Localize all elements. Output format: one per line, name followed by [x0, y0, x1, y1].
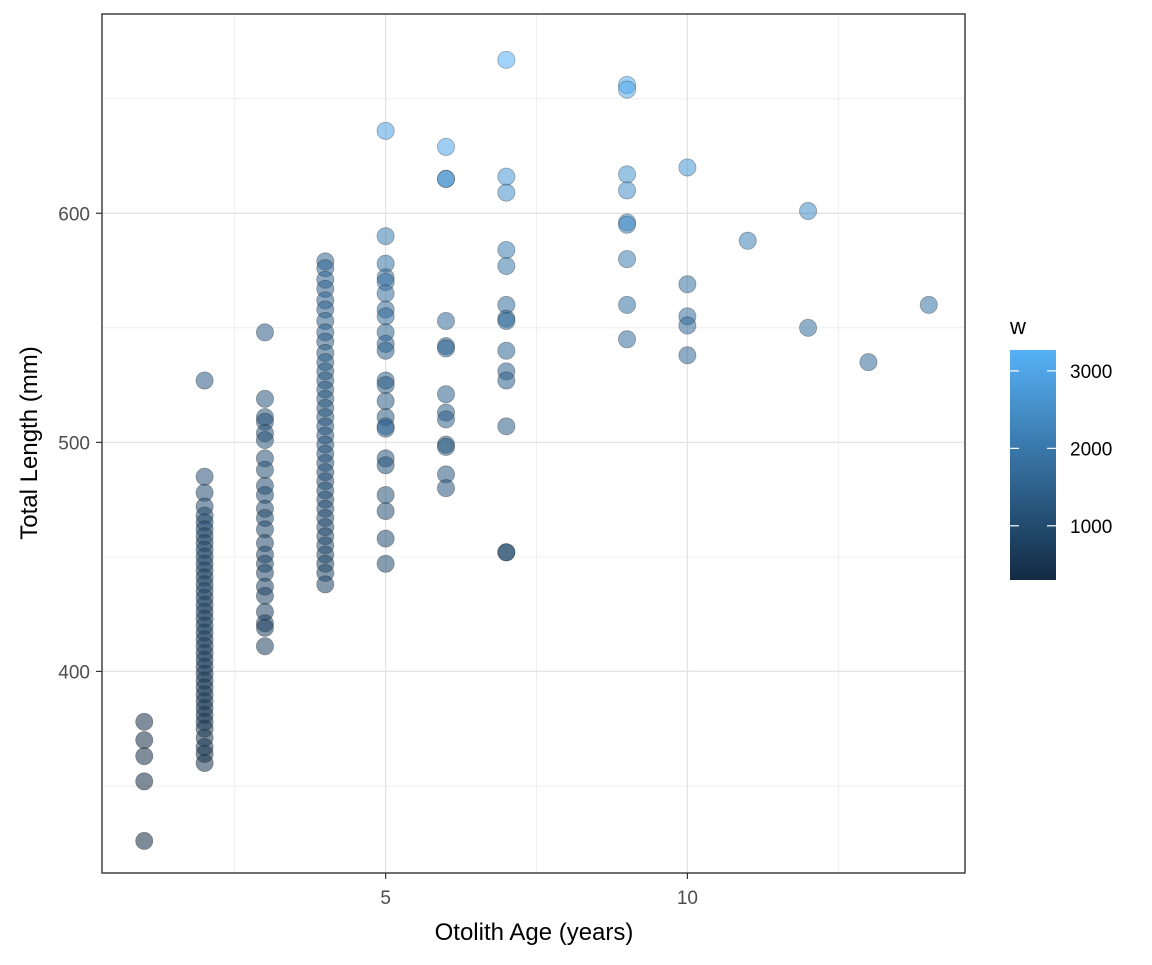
scatter-point [436, 339, 455, 358]
scatter-point [497, 256, 516, 275]
scatter-point [497, 240, 516, 259]
scatter-point [436, 137, 455, 156]
scatter-point [376, 341, 395, 360]
x-tick-label: 10 [677, 888, 698, 909]
scatter-point [255, 618, 274, 637]
scatter-point [497, 341, 516, 360]
scatter-point [436, 169, 455, 188]
scatter-point [135, 747, 154, 766]
points-layer [135, 50, 938, 850]
scatter-point [497, 167, 516, 186]
scatter-point [376, 554, 395, 573]
scatter-point [376, 284, 395, 303]
x-axis-title: Otolith Age (years) [435, 919, 634, 946]
scatter-point [497, 311, 516, 330]
scatter-point [255, 460, 274, 479]
scatter-point [255, 431, 274, 450]
scatter-point [195, 467, 214, 486]
scatter-point [135, 712, 154, 731]
scatter-point [376, 227, 395, 246]
scatter-point [135, 831, 154, 850]
scatter-point [316, 575, 335, 594]
scatter-point [618, 250, 637, 269]
scatter-point [376, 376, 395, 395]
scatter-point [919, 295, 938, 314]
scatter-point [195, 371, 214, 390]
scatter-point [497, 417, 516, 436]
scatter-point [678, 346, 697, 365]
x-axis-ticks: 5 10 [380, 873, 698, 909]
colorbar-tick-label: 1000 [1070, 517, 1112, 538]
scatter-point [678, 158, 697, 177]
scatter-point [255, 323, 274, 342]
colorbar-tick-label: 3000 [1070, 362, 1112, 383]
scatter-point [497, 183, 516, 202]
scatter-point [436, 385, 455, 404]
colorbar-legend: w 1000 2000 3000 [1009, 314, 1112, 580]
scatter-point [799, 201, 818, 220]
scatter-point [678, 316, 697, 335]
scatter-point [738, 231, 757, 250]
scatter-point [195, 754, 214, 773]
panel-border [101, 13, 966, 874]
y-tick-label: 600 [58, 204, 90, 225]
scatter-point [497, 543, 516, 562]
scatter-point [135, 731, 154, 750]
scatter-point [376, 486, 395, 505]
scatter-point [436, 437, 455, 456]
panel-background [102, 14, 965, 873]
y-tick-label: 400 [58, 662, 90, 683]
scatter-point [255, 637, 274, 656]
scatter-point [799, 318, 818, 337]
scatter-point [618, 80, 637, 99]
scatter-point [376, 419, 395, 438]
y-tick-label: 500 [58, 433, 90, 454]
scatter-point [376, 529, 395, 548]
colorbar-tick-label: 2000 [1070, 439, 1112, 460]
scatter-point [135, 772, 154, 791]
scatter-point [436, 479, 455, 498]
scatter-point [436, 410, 455, 429]
colorbar [1010, 350, 1056, 580]
scatter-point [678, 275, 697, 294]
scatter-point [376, 121, 395, 140]
y-axis-ticks: 400 500 600 [58, 204, 102, 683]
scatter-point [436, 311, 455, 330]
scatter-point [618, 165, 637, 184]
x-tick-label: 5 [380, 888, 391, 909]
scatter-point [497, 371, 516, 390]
colorbar-ticks: 1000 2000 3000 [1010, 362, 1112, 538]
scatter-point [618, 330, 637, 349]
scatter-point [618, 181, 637, 200]
scatter-point [497, 50, 516, 69]
scatter-point [255, 586, 274, 605]
grid-major [102, 14, 965, 873]
scatter-point [376, 392, 395, 411]
legend-title: w [1009, 314, 1026, 339]
scatter-point [618, 215, 637, 234]
scatter-point [376, 456, 395, 475]
y-axis-title: Total Length (mm) [16, 346, 43, 539]
scatter-point [618, 295, 637, 314]
scatter-point [376, 307, 395, 326]
scatter-point [376, 502, 395, 521]
scatter-point [859, 353, 878, 372]
scatter-point [255, 389, 274, 408]
grid-minor [102, 14, 965, 873]
